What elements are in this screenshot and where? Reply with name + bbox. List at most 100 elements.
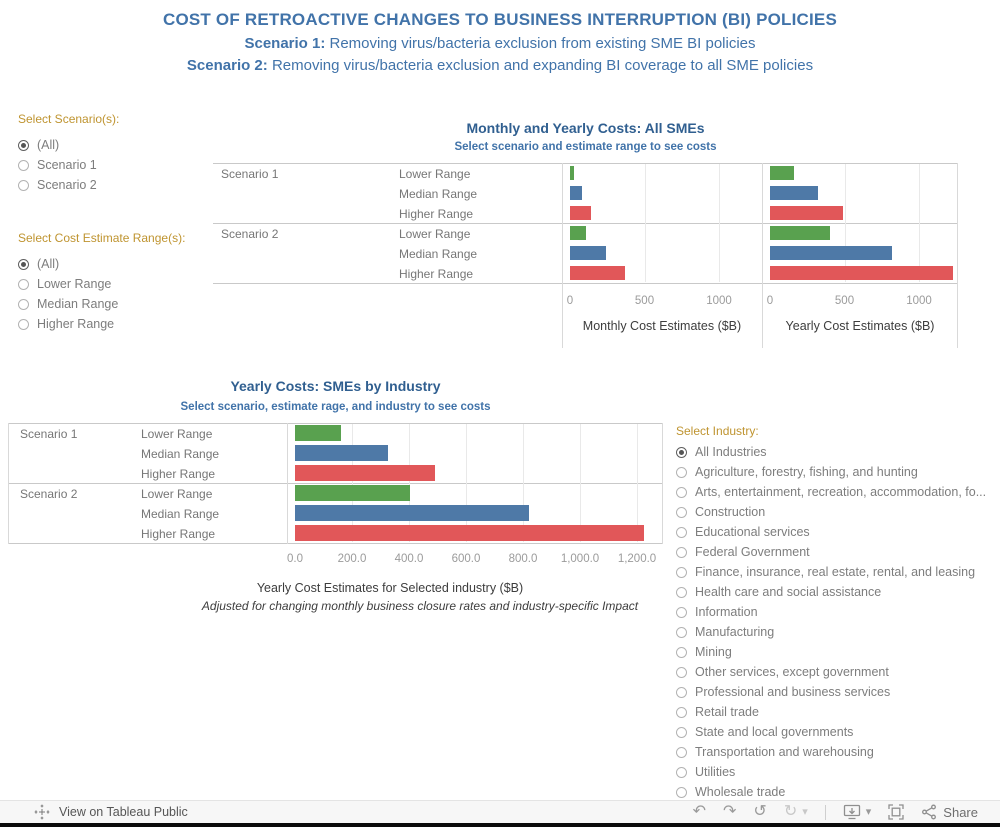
radio-icon[interactable] <box>676 526 687 538</box>
radio-icon[interactable] <box>676 706 687 718</box>
scenario1-label: Scenario 1: <box>244 35 326 52</box>
radio-icon[interactable] <box>676 786 687 798</box>
industry-option[interactable]: Manufacturing <box>676 622 986 642</box>
radio-icon[interactable] <box>676 686 687 698</box>
cost-bar[interactable] <box>295 425 341 441</box>
view-on-tableau-public-link[interactable]: View on Tableau Public <box>34 804 188 820</box>
cost-bar[interactable] <box>295 485 411 501</box>
axis-tick-label: 0.0 <box>287 553 303 565</box>
radio-icon[interactable] <box>676 606 687 618</box>
share-icon <box>922 804 937 820</box>
radio-icon[interactable] <box>18 278 29 290</box>
industry-option[interactable]: Retail trade <box>676 702 986 722</box>
industry-option[interactable]: Arts, entertainment, recreation, accommo… <box>676 482 986 502</box>
gridline <box>409 424 410 542</box>
axis-tick-label: 800.0 <box>508 553 538 565</box>
scenario2-subtitle: Scenario 2: Removing virus/bacteria excl… <box>0 57 1000 74</box>
industry-option[interactable]: Educational services <box>676 522 986 542</box>
cost-bar[interactable] <box>770 186 819 200</box>
industry-option[interactable]: State and local governments <box>676 722 986 742</box>
industry-option[interactable]: Utilities <box>676 762 986 782</box>
radio-icon[interactable] <box>676 626 687 638</box>
industry-option[interactable]: Mining <box>676 642 986 662</box>
range-option[interactable]: Higher Range <box>18 314 185 334</box>
panel-border <box>8 423 9 544</box>
fullscreen-icon[interactable] <box>888 804 904 820</box>
radio-icon[interactable] <box>18 179 29 191</box>
industry-option[interactable]: Wholesale trade <box>676 782 986 802</box>
cost-bar[interactable] <box>295 465 435 481</box>
cost-bar[interactable] <box>770 246 893 260</box>
industry-option-label: Other services, except government <box>695 665 889 679</box>
cost-bar[interactable] <box>570 226 587 240</box>
radio-icon[interactable] <box>676 666 687 678</box>
download-icon[interactable] <box>843 804 861 820</box>
download-caret-icon[interactable]: ▾ <box>865 805 872 818</box>
scenario2-label: Scenario 2: <box>186 57 268 74</box>
industry-option[interactable]: Other services, except government <box>676 662 986 682</box>
radio-icon[interactable] <box>676 766 687 778</box>
radio-icon[interactable] <box>676 646 687 658</box>
industry-filter: Select Industry: All Industries Agricultu… <box>676 424 986 802</box>
industry-option[interactable]: Agriculture, forestry, fishing, and hunt… <box>676 462 986 482</box>
industry-option[interactable]: Transportation and warehousing <box>676 742 986 762</box>
range-option[interactable]: Median Range <box>18 294 185 314</box>
industry-option[interactable]: All Industries <box>676 442 986 462</box>
radio-icon[interactable] <box>676 546 687 558</box>
radio-icon[interactable] <box>18 258 29 270</box>
gridline <box>919 164 920 282</box>
cost-bar[interactable] <box>295 525 645 541</box>
share-button[interactable]: Share <box>921 804 978 820</box>
range-option-label: Higher Range <box>37 317 115 331</box>
redo-icon[interactable]: ↷ <box>723 803 737 820</box>
cost-bar[interactable] <box>770 166 794 180</box>
industry-option[interactable]: Information <box>676 602 986 622</box>
cost-bar[interactable] <box>570 266 626 280</box>
industry-option-label: Retail trade <box>695 705 759 719</box>
radio-icon[interactable] <box>676 726 687 738</box>
radio-icon[interactable] <box>676 566 687 578</box>
radio-icon[interactable] <box>18 318 29 330</box>
scenario-option[interactable]: Scenario 2 <box>18 175 119 195</box>
radio-icon[interactable] <box>676 486 687 498</box>
undo-icon[interactable]: ↶ <box>692 803 707 820</box>
cost-bar[interactable] <box>570 186 582 200</box>
scenario-option[interactable]: (All) <box>18 135 119 155</box>
revert-icon[interactable]: ↺ <box>753 803 767 820</box>
scenario-filter: Select Scenario(s): (All) Scenario 1 Scena… <box>18 112 119 195</box>
industry-option-label: State and local governments <box>695 725 854 739</box>
cost-bar[interactable] <box>570 206 591 220</box>
cost-bar[interactable] <box>295 445 388 461</box>
radio-icon[interactable] <box>676 446 687 458</box>
panel-border <box>287 423 288 544</box>
radio-icon[interactable] <box>676 506 687 518</box>
radio-icon[interactable] <box>676 466 687 478</box>
scenario-option[interactable]: Scenario 1 <box>18 155 119 175</box>
industry-option[interactable]: Professional and business services <box>676 682 986 702</box>
range-option[interactable]: (All) <box>18 254 185 274</box>
radio-icon[interactable] <box>18 159 29 171</box>
chart1-plot: Scenario 1 Scenario 2 Lower Range Median Ra… <box>213 163 958 350</box>
range-option[interactable]: Lower Range <box>18 274 185 294</box>
cost-bar[interactable] <box>770 266 953 280</box>
cost-bar[interactable] <box>770 226 831 240</box>
cost-bar[interactable] <box>770 206 843 220</box>
industry-option[interactable]: Finance, insurance, real estate, rental,… <box>676 562 986 582</box>
scenario-filter-label: Select Scenario(s): <box>18 112 120 126</box>
radio-icon[interactable] <box>18 139 29 151</box>
cost-bar[interactable] <box>570 166 575 180</box>
cost-bar[interactable] <box>570 246 606 260</box>
radio-icon[interactable] <box>18 298 29 310</box>
industry-option[interactable]: Federal Government <box>676 542 986 562</box>
range-label: Higher Range <box>399 267 474 281</box>
download-group[interactable]: ▾ <box>843 804 872 820</box>
radio-icon[interactable] <box>676 586 687 598</box>
industry-filter-label: Select Industry: <box>676 424 759 438</box>
gridline <box>719 164 720 282</box>
radio-icon[interactable] <box>676 746 687 758</box>
industry-option[interactable]: Construction <box>676 502 986 522</box>
refresh-group: ↻ ▾ <box>784 804 808 820</box>
industry-option[interactable]: Health care and social assistance <box>676 582 986 602</box>
cost-bar[interactable] <box>295 505 529 521</box>
